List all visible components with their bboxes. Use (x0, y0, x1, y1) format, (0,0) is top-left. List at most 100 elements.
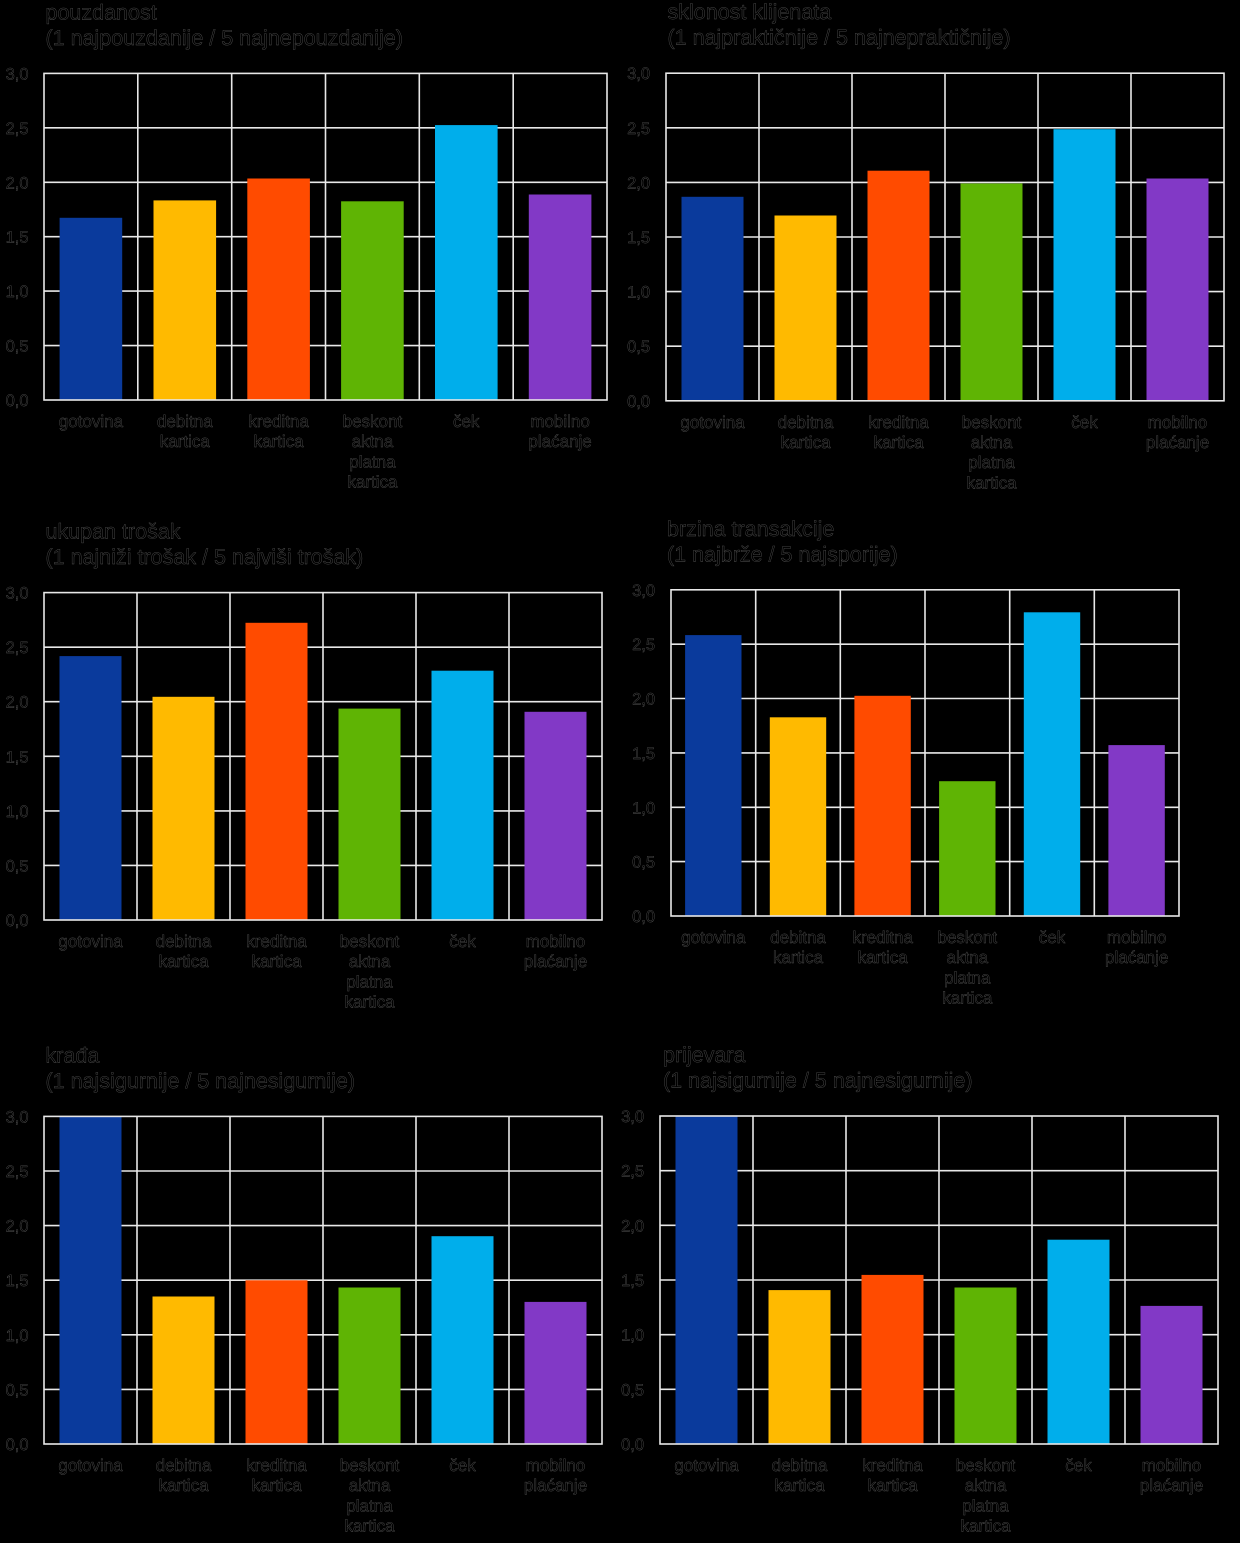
svg-text:debitna: debitna (770, 928, 826, 947)
svg-text:kartica: kartica (960, 1517, 1011, 1536)
svg-text:sklonost klijenata: sklonost klijenata (668, 0, 832, 24)
svg-text:1,0: 1,0 (627, 284, 650, 302)
svg-text:kartica: kartica (158, 952, 209, 971)
svg-text:2,0: 2,0 (632, 691, 655, 709)
svg-text:2,5: 2,5 (632, 636, 655, 654)
svg-text:kreditna: kreditna (248, 412, 309, 431)
svg-text:kartica: kartica (251, 1476, 302, 1495)
svg-text:2,5: 2,5 (6, 120, 29, 138)
svg-text:platna: platna (968, 453, 1015, 472)
svg-text:kartica: kartica (942, 989, 993, 1008)
svg-text:(1 najpouzdanije / 5 najnepouz: (1 najpouzdanije / 5 najnepouzdanije) (46, 26, 403, 50)
svg-text:mobilno: mobilno (1148, 413, 1208, 432)
svg-text:(1 najbrže / 5 najsporije): (1 najbrže / 5 najsporije) (667, 542, 898, 566)
svg-text:plaćanje: plaćanje (524, 1476, 587, 1495)
svg-text:2,5: 2,5 (6, 1163, 29, 1181)
svg-text:1,5: 1,5 (6, 229, 29, 247)
svg-text:1,0: 1,0 (632, 799, 655, 817)
svg-text:kartica: kartica (251, 952, 302, 971)
svg-text:mobilno: mobilno (526, 932, 586, 951)
svg-text:kartica: kartica (780, 433, 831, 452)
svg-text:3,0: 3,0 (6, 1108, 29, 1126)
svg-text:debitna: debitna (157, 412, 213, 431)
svg-text:aktna: aktna (965, 1476, 1007, 1495)
svg-text:0,0: 0,0 (6, 1436, 29, 1454)
svg-text:ček: ček (449, 932, 476, 951)
svg-text:plaćanje: plaćanje (1140, 1476, 1203, 1495)
svg-text:aktna: aktna (349, 952, 391, 971)
svg-text:beskont: beskont (340, 932, 400, 951)
svg-text:plaćanje: plaćanje (528, 432, 591, 451)
svg-text:2,0: 2,0 (6, 174, 29, 192)
svg-text:kartica: kartica (158, 1476, 209, 1495)
svg-text:2,5: 2,5 (621, 1163, 644, 1181)
svg-text:plaćanje: plaćanje (1105, 948, 1168, 967)
svg-text:kreditna: kreditna (852, 928, 913, 947)
svg-text:kartica: kartica (344, 993, 395, 1012)
svg-text:ček: ček (453, 412, 480, 431)
svg-text:debitna: debitna (156, 932, 212, 951)
svg-text:(1 najpraktičnije / 5 najnepra: (1 najpraktičnije / 5 najnepraktičnije) (668, 26, 1011, 50)
svg-text:kartica: kartica (347, 473, 398, 492)
svg-text:kreditna: kreditna (246, 932, 307, 951)
svg-text:1,0: 1,0 (6, 803, 29, 821)
svg-text:gotovina: gotovina (58, 932, 123, 951)
svg-text:ček: ček (1039, 928, 1066, 947)
svg-text:0,0: 0,0 (6, 392, 29, 410)
svg-text:mobilno: mobilno (526, 1456, 586, 1475)
svg-text:kartica: kartica (867, 1476, 918, 1495)
svg-text:brzina transakcije: brzina transakcije (667, 517, 834, 541)
svg-text:0,0: 0,0 (621, 1436, 644, 1454)
svg-text:aktna: aktna (971, 433, 1013, 452)
svg-text:platna: platna (944, 968, 991, 987)
svg-text:(1 najniži trošak / 5 najviši: (1 najniži trošak / 5 najviši trošak) (46, 545, 364, 569)
svg-text:kreditna: kreditna (862, 1456, 923, 1475)
svg-text:kartica: kartica (254, 432, 305, 451)
svg-text:ček: ček (449, 1456, 476, 1475)
svg-text:kartica: kartica (873, 433, 924, 452)
svg-text:ukupan trošak: ukupan trošak (46, 520, 181, 544)
svg-text:kartica: kartica (344, 1517, 395, 1536)
svg-text:2,5: 2,5 (6, 639, 29, 657)
svg-text:beskont: beskont (343, 412, 403, 431)
svg-text:1,0: 1,0 (6, 1327, 29, 1345)
svg-text:krađa: krađa (46, 1043, 100, 1067)
svg-text:kartica: kartica (858, 948, 909, 967)
svg-text:0,5: 0,5 (621, 1381, 644, 1399)
svg-text:2,0: 2,0 (621, 1217, 644, 1235)
svg-text:0,5: 0,5 (6, 857, 29, 875)
svg-text:0,5: 0,5 (6, 338, 29, 356)
svg-text:beskont: beskont (956, 1456, 1016, 1475)
svg-text:gotovina: gotovina (681, 928, 746, 947)
svg-text:platna: platna (349, 452, 396, 471)
svg-text:3,0: 3,0 (627, 65, 650, 83)
svg-text:beskont: beskont (938, 928, 998, 947)
svg-text:aktna: aktna (349, 1476, 391, 1495)
svg-text:platna: platna (346, 1496, 393, 1515)
svg-text:kreditna: kreditna (246, 1456, 307, 1475)
svg-text:kartica: kartica (966, 473, 1017, 492)
svg-text:1,5: 1,5 (6, 748, 29, 766)
svg-text:0,0: 0,0 (627, 393, 650, 411)
svg-text:3,0: 3,0 (6, 585, 29, 603)
svg-text:debitna: debitna (156, 1456, 212, 1475)
svg-text:1,0: 1,0 (6, 283, 29, 301)
svg-text:mobilno: mobilno (530, 412, 590, 431)
svg-text:pouzdanost: pouzdanost (46, 0, 157, 24)
svg-text:(1 najsigurnije / 5 najnesigur: (1 najsigurnije / 5 najnesigurnije) (663, 1069, 973, 1093)
svg-text:1,0: 1,0 (621, 1327, 644, 1345)
svg-text:ček: ček (1071, 413, 1098, 432)
svg-text:gotovina: gotovina (680, 413, 745, 432)
svg-text:0,5: 0,5 (6, 1381, 29, 1399)
svg-text:plaćanje: plaćanje (524, 952, 587, 971)
svg-text:(1 najsigurnije / 5 najnesigur: (1 najsigurnije / 5 najnesigurnije) (46, 1069, 356, 1093)
svg-text:debitna: debitna (772, 1456, 828, 1475)
svg-text:0,5: 0,5 (627, 338, 650, 356)
svg-text:gotovina: gotovina (674, 1456, 739, 1475)
svg-text:aktna: aktna (947, 948, 989, 967)
svg-text:kartica: kartica (160, 432, 211, 451)
svg-text:beskont: beskont (340, 1456, 400, 1475)
svg-text:ček: ček (1065, 1456, 1092, 1475)
svg-text:mobilno: mobilno (1107, 928, 1167, 947)
svg-text:3,0: 3,0 (621, 1108, 644, 1126)
